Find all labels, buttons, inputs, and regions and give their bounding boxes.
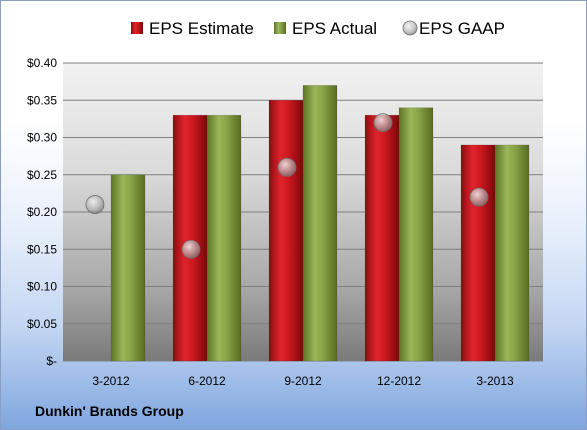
marker-eps-gaap [181,239,201,259]
y-tick-label: $0.10 [27,280,57,294]
bar-eps-actual [494,144,530,362]
legend-swatch [274,22,286,34]
bar-eps-estimate [460,144,496,362]
legend-label: EPS GAAP [419,19,505,38]
y-tick-label: $0.15 [27,242,57,256]
gaap-markers [85,113,489,259]
bar-eps-estimate [364,114,400,362]
legend: EPS Estimate EPS Actual EPS GAAP [131,19,505,38]
y-tick-label: $0.25 [27,168,57,182]
legend-label: EPS Actual [292,19,377,38]
legend-swatch [131,22,143,34]
x-tick-label: 12-2012 [377,374,421,388]
x-tick-label: 6-2012 [188,374,226,388]
marker-eps-gaap [85,195,105,214]
y-tick-label: $- [46,354,57,368]
y-tick-label: $0.20 [27,205,57,219]
bar-eps-actual [398,107,434,362]
legend-swatch [402,20,418,36]
x-tick-label: 3-2012 [92,374,130,388]
marker-eps-gaap [373,113,393,132]
legend-label: EPS Estimate [149,19,254,38]
x-tick-label: 3-2013 [476,374,514,388]
company-label: Dunkin' Brands Group [35,403,184,419]
marker-eps-gaap [469,187,489,207]
marker-eps-gaap [277,157,297,177]
bar-eps-estimate [172,114,208,362]
y-tick-label: $0.30 [27,131,57,145]
y-axis-ticks: $- $0.05 $0.10 $0.15 $0.20 $0.25 $0.30 $0.35 $0.… [27,56,57,368]
bars [110,85,530,362]
bar-eps-actual [302,85,338,362]
y-tick-label: $0.35 [27,93,57,107]
y-tick-label: $0.05 [27,317,57,331]
bar-eps-estimate [268,100,304,362]
y-tick-label: $0.40 [27,56,57,70]
x-axis-ticks: 3-2012 6-2012 9-2012 12-2012 3-2013 [92,374,514,388]
bar-eps-actual [206,114,242,362]
bar-eps-actual [110,174,146,362]
x-tick-label: 9-2012 [284,374,322,388]
